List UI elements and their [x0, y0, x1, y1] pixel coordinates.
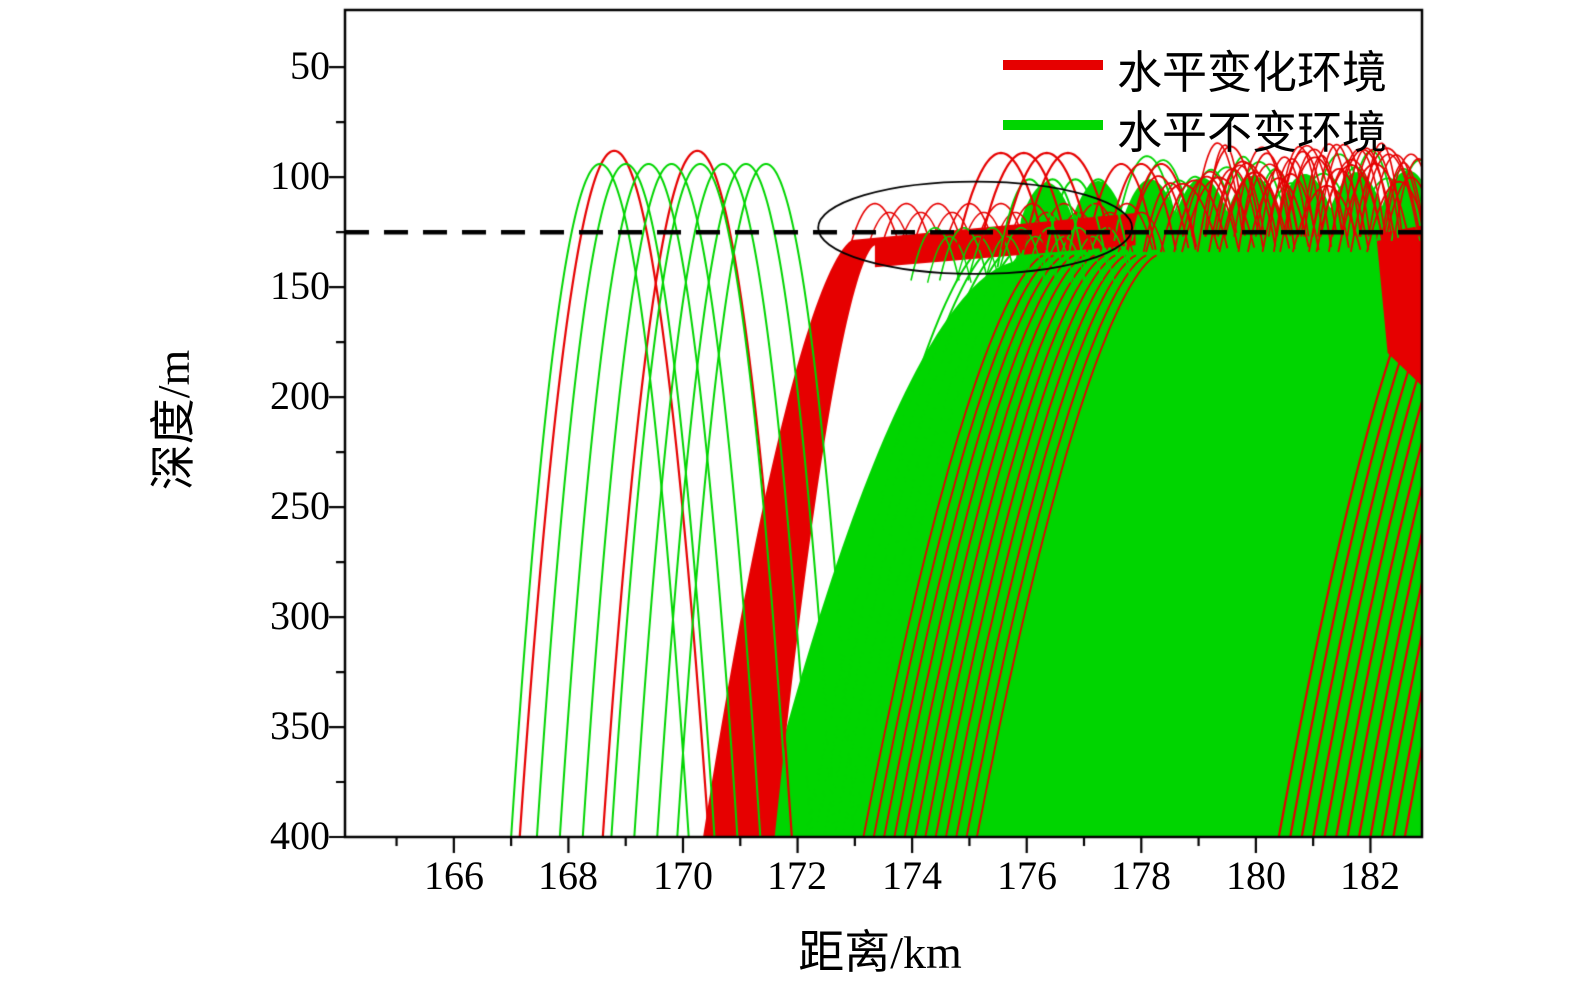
- y-tick-label: 50: [290, 43, 330, 88]
- x-tick-label: 176: [997, 853, 1057, 898]
- y-tick-label: 100: [270, 153, 330, 198]
- y-tick-label: 200: [270, 373, 330, 418]
- x-axis-title: 距离/km: [798, 927, 962, 978]
- legend-label: 水平不变环境: [1117, 108, 1388, 158]
- y-tick-label: 350: [270, 703, 330, 748]
- y-tick-label: 300: [270, 593, 330, 638]
- x-tick-label: 170: [653, 853, 713, 898]
- x-tick-label: 182: [1340, 853, 1400, 898]
- x-tick-label: 178: [1111, 853, 1171, 898]
- green-line-swatch-icon: [1003, 120, 1103, 130]
- y-axis-title: 深度/m: [148, 349, 199, 491]
- y-tick-label: 150: [270, 263, 330, 308]
- x-tick-label: 180: [1226, 853, 1286, 898]
- x-tick-label: 172: [767, 853, 827, 898]
- x-tick-label: 166: [424, 853, 484, 898]
- red-line-swatch-icon: [1003, 60, 1103, 70]
- x-tick-label: 168: [538, 853, 598, 898]
- legend-label: 水平变化环境: [1117, 48, 1388, 98]
- x-tick-label: 174: [882, 853, 942, 898]
- y-tick-label: 400: [270, 813, 330, 858]
- y-tick-label: 250: [270, 483, 330, 528]
